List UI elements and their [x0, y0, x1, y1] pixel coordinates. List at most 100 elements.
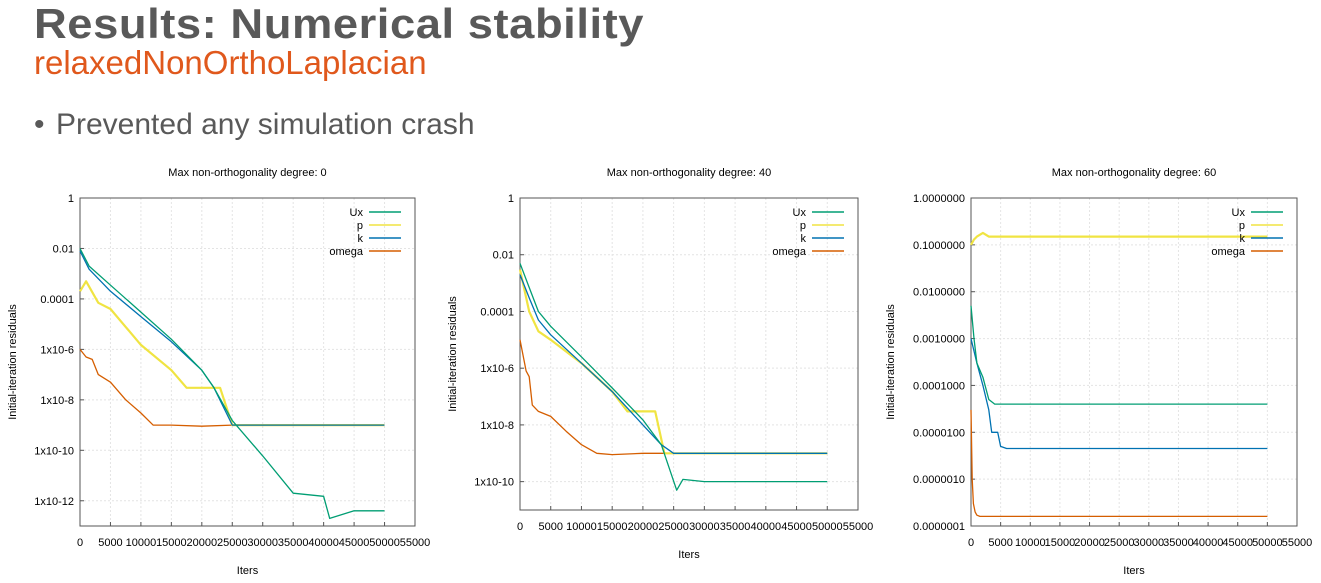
y-axis-label: Initial-iteration residuals	[447, 296, 459, 412]
x-tick-label: 0	[517, 521, 523, 533]
x-tick-label: 30000	[689, 521, 720, 533]
y-tick-label: 0.0001000	[913, 380, 965, 392]
bullet-text: Prevented any simulation crash	[56, 108, 475, 141]
series-line-p	[970, 231, 1268, 246]
x-tick-label: 25000	[658, 521, 689, 533]
x-tick-label: 20000	[1074, 537, 1105, 549]
series-line-omega	[79, 348, 385, 427]
legend-label-ux: Ux	[350, 207, 364, 219]
y-tick-label: 0.0010000	[913, 334, 965, 346]
legend-label-k: k	[801, 233, 807, 245]
y-tick-label: 0.0000100	[913, 427, 965, 439]
series-line-omega	[970, 409, 1268, 518]
plot-frame	[79, 197, 416, 527]
y-tick-label: 1x10-6	[480, 363, 514, 375]
x-tick-label: 0	[968, 537, 974, 549]
x-tick-label: 10000	[1015, 537, 1046, 549]
y-tick-label: 1x10-10	[474, 477, 514, 489]
x-tick-label: 55000	[400, 537, 431, 549]
y-tick-label: 1x10-8	[480, 420, 514, 432]
x-tick-label: 15000	[156, 537, 187, 549]
legend-label-omega: omega	[1211, 246, 1246, 258]
chart-title: Max non-orthogonality degree: 0	[168, 167, 326, 179]
x-tick-label: 5000	[988, 537, 1012, 549]
slide-title: Results: Numerical stability	[34, 0, 645, 47]
legend-label-p: p	[1239, 220, 1245, 232]
x-tick-label: 10000	[126, 537, 157, 549]
y-axis-label: Initial-iteration residuals	[7, 304, 19, 420]
y-tick-label: 0.0001	[480, 306, 514, 318]
plot-frame	[519, 197, 859, 511]
slide-subtitle: relaxedNonOrthoLaplacian	[34, 44, 427, 81]
grid	[970, 197, 1298, 527]
y-tick-label: 0.0100000	[913, 287, 965, 299]
x-tick-label: 40000	[308, 537, 339, 549]
x-tick-label: 55000	[843, 521, 874, 533]
x-tick-label: 20000	[628, 521, 659, 533]
chart-degree-60: Max non-orthogonality degree: 60 0 5000 100…	[885, 167, 1313, 577]
chart-title: Max non-orthogonality degree: 60	[1052, 167, 1217, 179]
series-line-ux	[519, 263, 828, 491]
y-tick-label: 1.0000000	[913, 193, 965, 205]
legend-label-p: p	[357, 220, 363, 232]
x-tick-label: 40000	[1193, 537, 1224, 549]
x-tick-label: 5000	[538, 521, 562, 533]
x-tick-label: 55000	[1282, 537, 1313, 549]
y-tick-label: 0.0001	[40, 294, 74, 306]
x-tick-label: 25000	[1104, 537, 1135, 549]
x-tick-label: 45000	[339, 537, 370, 549]
y-tick-label: 1	[68, 193, 74, 205]
y-tick-label: 0.0000001	[913, 521, 965, 533]
series-line-ux	[79, 248, 385, 520]
chart-degree-40: Max non-orthogonality degree: 40 0 5000 100…	[447, 167, 874, 561]
y-tick-label: 1	[508, 193, 514, 205]
x-tick-label: 50000	[1252, 537, 1283, 549]
plot-frame	[970, 197, 1298, 527]
legend-label-ux: Ux	[1232, 207, 1246, 219]
series-line-k	[79, 250, 385, 426]
x-tick-label: 0	[77, 537, 83, 549]
y-tick-label: 0.1000000	[913, 240, 965, 252]
grid	[79, 197, 416, 526]
legend-label-k: k	[358, 233, 364, 245]
x-axis-label: Iters	[678, 549, 700, 561]
x-tick-label: 15000	[1045, 537, 1076, 549]
series-line-p	[518, 269, 828, 455]
x-tick-label: 35000	[720, 521, 751, 533]
x-tick-label: 50000	[812, 521, 843, 533]
legend-label-k: k	[1240, 233, 1246, 245]
y-tick-label: 1x10-12	[34, 496, 74, 508]
series-line-k	[519, 274, 828, 454]
y-tick-label: 1x10-8	[40, 395, 74, 407]
legend-label-omega: omega	[329, 246, 364, 258]
x-tick-label: 10000	[566, 521, 597, 533]
bullet-marker: •	[34, 108, 45, 141]
x-tick-label: 25000	[217, 537, 248, 549]
series-line-k	[970, 338, 1268, 450]
x-tick-label: 20000	[187, 537, 218, 549]
legend-label-ux: Ux	[793, 207, 807, 219]
x-tick-label: 50000	[369, 537, 400, 549]
x-tick-label: 40000	[751, 521, 782, 533]
legend-label-p: p	[800, 220, 806, 232]
bullet-item: • Prevented any simulation crash	[34, 108, 475, 142]
x-tick-label: 30000	[247, 537, 278, 549]
x-tick-label: 45000	[781, 521, 812, 533]
y-axis-label: Initial-iteration residuals	[885, 304, 897, 420]
x-tick-label: 30000	[1134, 537, 1165, 549]
y-tick-label: 0.01	[493, 250, 514, 262]
chart-title: Max non-orthogonality degree: 40	[607, 167, 772, 179]
x-tick-label: 15000	[597, 521, 628, 533]
series-line-omega	[519, 339, 828, 456]
x-tick-label: 45000	[1222, 537, 1253, 549]
legend-label-omega: omega	[772, 246, 807, 258]
series-line-ux	[970, 305, 1268, 405]
chart-degree-0: Max non-orthogonality degree: 0 0 5000 1000…	[7, 167, 431, 577]
y-tick-label: 1x10-10	[34, 445, 74, 457]
x-axis-label: Iters	[1123, 565, 1145, 577]
x-tick-label: 5000	[98, 537, 122, 549]
y-tick-label: 1x10-6	[40, 344, 74, 356]
